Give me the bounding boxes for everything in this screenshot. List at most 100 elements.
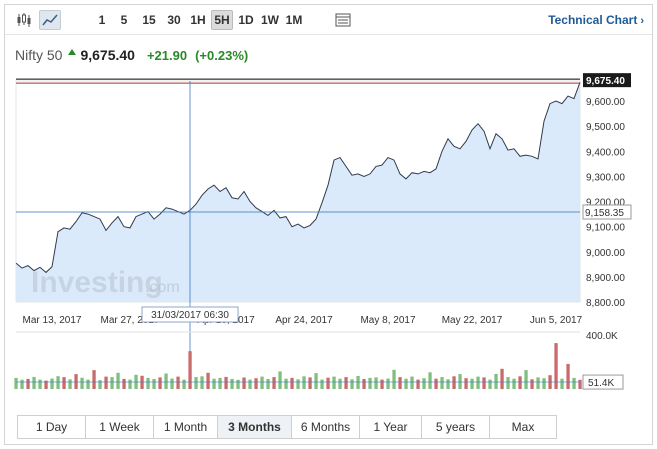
timeframe-1m[interactable]: 1M (285, 13, 303, 27)
y-tick-label: 8,900.00 (586, 273, 625, 284)
timeframe-30[interactable]: 30 (167, 13, 181, 27)
volume-bar (98, 380, 102, 389)
volume-bar (416, 379, 420, 389)
volume-bar (488, 379, 492, 389)
volume-bar (524, 370, 528, 389)
x-tick-label: May 22, 2017 (442, 315, 503, 326)
volume-bar (80, 377, 84, 389)
volume-bar (338, 378, 342, 389)
volume-bar (386, 378, 390, 389)
crosshair-value-box (582, 204, 632, 220)
volume-bar (410, 376, 414, 389)
last-price-tag: 9,675.40 (586, 76, 625, 87)
volume-bar (422, 378, 426, 389)
volume-bar (272, 377, 276, 389)
volume-bar (278, 371, 282, 389)
investing-watermark: Investing (31, 266, 163, 299)
timeframe-1h[interactable]: 1H (190, 13, 206, 27)
volume-bar (482, 377, 486, 389)
volume-bar (152, 379, 156, 389)
volume-bar (554, 343, 558, 389)
volume-bar (572, 377, 576, 389)
range-1-week[interactable]: 1 Week (86, 416, 154, 438)
range-3-months[interactable]: 3 Months (218, 416, 292, 438)
volume-bar (578, 379, 582, 389)
volume-bar (566, 363, 570, 389)
price-chart[interactable]: Investing.com 9,675.40 9,600.00 9,500.00 9,4… (5, 5, 652, 405)
volume-bar (116, 372, 120, 389)
candlestick-icon[interactable] (13, 10, 35, 30)
timeframe-15[interactable]: 15 (142, 13, 156, 27)
timeframe-5h[interactable]: 5H (211, 10, 233, 30)
volume-bar (560, 378, 564, 389)
x-tick-label: Mar 13, 2017 (23, 315, 82, 326)
volume-max-label: 400.0K (586, 331, 618, 342)
range-max[interactable]: Max (490, 416, 556, 438)
volume-bar (122, 378, 126, 389)
timeframe-1[interactable]: 1 (98, 13, 106, 27)
volume-bar (434, 378, 438, 389)
last-price-tag-bg (583, 73, 631, 88)
price-line (15, 82, 581, 274)
volume-bar (164, 373, 168, 389)
timeframe-5[interactable]: 5 (120, 13, 128, 27)
volume-bar (44, 380, 48, 389)
volume-bar (194, 377, 198, 389)
volume-bar (158, 377, 162, 389)
x-tick-label: Jun 5, 2017 (530, 315, 583, 326)
volume-bar (536, 377, 540, 389)
chart-widget: 1 5 15 30 1H 5H 1D 1W 1M Technical Chart › Nifty … (4, 4, 653, 445)
volume-current-label: 51.4K (588, 378, 614, 389)
volume-bar (464, 378, 468, 389)
volume-bar (314, 373, 318, 389)
volume-bar (404, 378, 408, 389)
volume-bar (374, 377, 378, 389)
range-1-day[interactable]: 1 Day (18, 416, 86, 438)
volume-bar (92, 370, 96, 389)
range-1-month[interactable]: 1 Month (154, 416, 218, 438)
volume-bar (362, 379, 366, 389)
investing-watermark-suffix: .com (145, 279, 180, 296)
range-6-months[interactable]: 6 Months (292, 416, 360, 438)
y-tick-label: 8,800.00 (586, 298, 625, 309)
chevron-right-icon: › (640, 15, 644, 27)
volume-bar (26, 378, 30, 389)
volume-bar (188, 351, 192, 389)
line-chart-icon[interactable] (39, 10, 61, 30)
volume-bar (344, 377, 348, 389)
volume-bar (398, 377, 402, 389)
timeframe-1w[interactable]: 1W (261, 13, 279, 27)
volume-bar (176, 376, 180, 389)
volume-bar (62, 377, 66, 389)
volume-bar (518, 376, 522, 389)
y-tick-label: 9,100.00 (586, 223, 625, 234)
technical-chart-link[interactable]: Technical Chart › (548, 13, 644, 27)
y-tick-label: 9,400.00 (586, 147, 625, 158)
volume-bar (146, 377, 150, 389)
technical-chart-label[interactable]: Technical Chart (548, 13, 638, 27)
price-change: +21.90 (146, 47, 188, 63)
range-5-years[interactable]: 5 years (422, 416, 490, 438)
volume-bar (206, 372, 210, 389)
volume-bar (56, 376, 60, 389)
y-tick-label: 9,200.00 (586, 198, 625, 209)
volume-bar (212, 378, 216, 389)
y-tick-label: 9,600.00 (586, 97, 625, 108)
volume-bar (284, 378, 288, 389)
volume-bar (470, 378, 474, 389)
volume-bar (230, 378, 234, 389)
volume-bar (128, 379, 132, 389)
timeframe-1d[interactable]: 1D (238, 13, 254, 27)
chart-toolbar: 1 5 15 30 1H 5H 1D 1W 1M Technical Chart › (5, 5, 652, 35)
volume-bar (290, 377, 294, 389)
volume-bar (242, 377, 246, 389)
table-view-icon[interactable] (332, 10, 354, 30)
volume-bar (104, 376, 108, 389)
range-1-year[interactable]: 1 Year (360, 416, 422, 438)
volume-bar (218, 377, 222, 389)
x-tick-label: Apr 24, 2017 (275, 315, 333, 326)
volume-bar (512, 378, 516, 389)
x-tick-label: Mar 27, 2017 (101, 315, 160, 326)
volume-bar (296, 379, 300, 389)
volume-bar (50, 378, 54, 389)
